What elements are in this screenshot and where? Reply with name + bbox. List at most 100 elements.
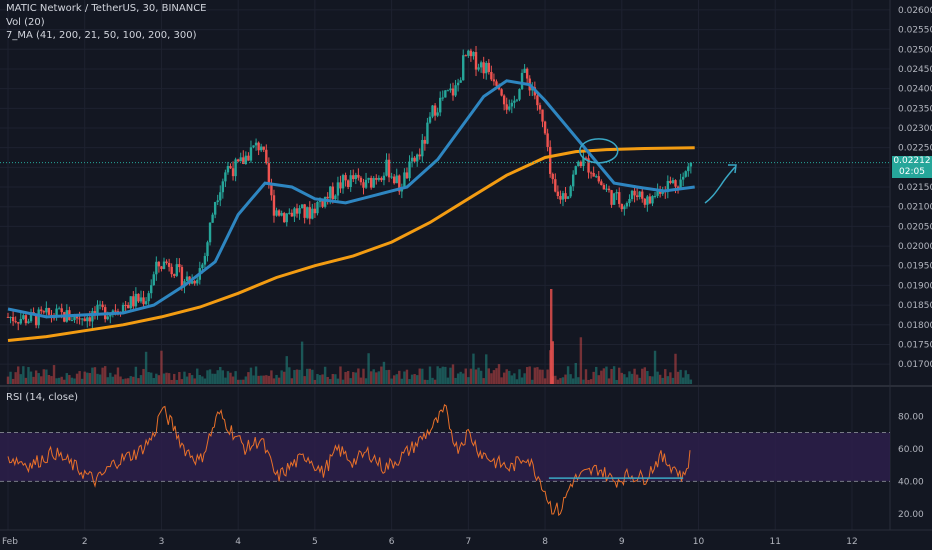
volume-bar	[34, 370, 38, 384]
volume-bar	[413, 374, 416, 384]
volume-bar	[249, 367, 253, 384]
time-tick-label: Feb	[2, 537, 18, 547]
candle-body	[671, 180, 675, 183]
volume-bar	[390, 378, 393, 384]
candle-body	[129, 296, 132, 309]
candle-body	[436, 112, 439, 116]
volume-bar	[651, 376, 654, 384]
candle-body	[277, 210, 281, 216]
volume-bar	[385, 370, 388, 384]
volume-bar	[206, 370, 209, 384]
candle-body	[98, 304, 102, 306]
candle-body	[689, 162, 693, 167]
volume-bar	[633, 368, 636, 384]
price-tick-label: 0.02550	[898, 26, 932, 36]
volume-bar	[625, 377, 629, 384]
candle-body	[441, 97, 444, 99]
volume-bar	[93, 367, 97, 384]
candle-body	[359, 177, 363, 183]
candle-body	[303, 204, 306, 218]
candle-body	[513, 100, 516, 103]
candle-body	[175, 264, 178, 276]
candle-body	[362, 182, 365, 188]
ma-legend[interactable]: 7_MA (41, 200, 21, 50, 100, 200, 300)	[6, 30, 197, 41]
volume-bar	[239, 379, 242, 384]
candle-body	[464, 55, 467, 57]
candle-body	[295, 208, 299, 214]
candle-body	[646, 196, 649, 205]
candle-body	[515, 99, 519, 101]
volume-bar	[196, 368, 199, 384]
volume-bar	[513, 373, 516, 384]
volume-bar	[277, 377, 281, 384]
price-tick-label: 0.01800	[898, 321, 932, 331]
candle-body	[93, 311, 97, 314]
volume-bar	[14, 372, 17, 384]
volume-bar	[290, 378, 294, 384]
volume-legend[interactable]: Vol (20)	[6, 17, 45, 28]
volume-bar	[80, 378, 84, 384]
candle-body	[216, 200, 219, 203]
volume-bar	[357, 368, 360, 384]
volume-bar	[410, 374, 414, 384]
candle-body	[106, 316, 109, 320]
candle-body	[620, 203, 623, 210]
candle-body	[321, 200, 324, 207]
candle-body	[372, 178, 375, 188]
candle-body	[431, 105, 434, 117]
volume-bar	[523, 373, 526, 384]
candle-body	[155, 261, 158, 275]
volume-bar	[129, 376, 132, 384]
time-tick-label: 7	[465, 537, 471, 547]
candle-body	[160, 266, 163, 269]
volume-bar	[615, 379, 618, 384]
rsi-legend[interactable]: RSI (14, close)	[6, 392, 79, 403]
volume-bar	[630, 373, 634, 384]
candle-body	[477, 67, 480, 70]
volume-bar	[528, 366, 531, 384]
candle-body	[144, 301, 148, 305]
volume-bar	[423, 379, 427, 384]
symbol-legend[interactable]: MATIC Network / TetherUS, 30, BINANCE	[6, 3, 207, 14]
candle-body	[408, 161, 411, 179]
volume-bar	[426, 379, 429, 384]
candle-body	[623, 206, 626, 210]
candle-body	[285, 213, 288, 223]
volume-bar	[198, 374, 202, 384]
volume-bar	[681, 377, 685, 384]
candle-body	[666, 180, 670, 193]
candle-body	[387, 159, 391, 178]
candle-body	[318, 200, 322, 202]
price-tick-label: 0.01750	[898, 340, 932, 350]
volume-bar	[188, 373, 191, 384]
volume-bar	[60, 376, 63, 384]
volume-bar	[362, 368, 365, 384]
volume-bar	[152, 378, 155, 384]
candle-body	[681, 176, 685, 180]
bar-countdown: 02:05	[899, 167, 925, 177]
rsi-line-group	[7, 403, 691, 517]
volume-bar	[579, 337, 583, 384]
candle-body	[29, 312, 33, 322]
price-tick-label: 0.01950	[898, 262, 932, 272]
candle-body	[352, 175, 355, 180]
time-tick-label: 12	[846, 537, 857, 547]
volume-bar	[88, 373, 92, 384]
volume-bar	[359, 377, 363, 384]
volume-bar	[638, 377, 641, 384]
volume-bar	[326, 376, 329, 384]
volume-bar	[323, 366, 327, 384]
candle-body	[311, 208, 314, 219]
volume-bar	[577, 377, 580, 384]
volume-bar	[479, 370, 483, 384]
volume-bar	[538, 369, 542, 384]
candle-body	[24, 315, 28, 324]
volume-bar	[664, 369, 667, 384]
candle-body	[239, 157, 242, 162]
volume-bar	[472, 353, 475, 384]
candle-body	[479, 62, 483, 68]
volume-bar	[518, 369, 521, 384]
volume-bar	[554, 375, 557, 384]
candle-body	[19, 318, 22, 324]
